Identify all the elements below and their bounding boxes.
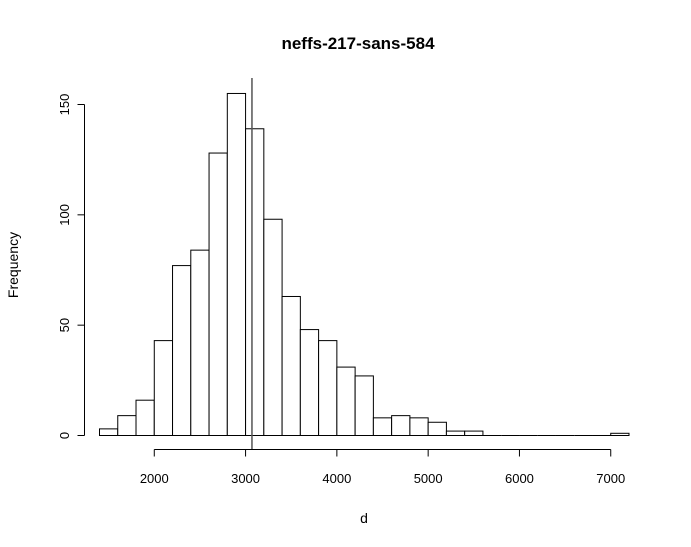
chart-title: neffs-217-sans-584: [281, 34, 435, 53]
histogram-bar: [372, 417, 393, 437]
histogram-bar: [391, 415, 411, 437]
histogram-bar: [610, 432, 630, 437]
histogram-bar: [135, 399, 155, 436]
histogram-bar: [281, 295, 301, 437]
y-axis-label: Frequency: [5, 232, 21, 298]
y-tick-label: 50: [57, 318, 72, 332]
x-tick-label: 2000: [140, 471, 169, 486]
histogram-bar: [190, 249, 210, 436]
histogram-bar: [464, 430, 484, 437]
histogram-bar: [318, 340, 338, 437]
histogram-bar: [208, 152, 228, 436]
x-axis-label: d: [360, 510, 368, 526]
histogram-bar: [263, 218, 283, 436]
x-tick-label: 5000: [414, 471, 443, 486]
x-axis: 2000 3000 4000 5000 6000 7000: [140, 449, 625, 486]
y-tick-label: 150: [57, 94, 72, 116]
histogram-bar: [354, 375, 374, 437]
bars-group: [99, 92, 630, 437]
x-tick-label: 6000: [505, 471, 534, 486]
histogram-bar: [245, 128, 265, 436]
histogram-bar: [172, 265, 192, 436]
histogram-bar: [299, 329, 320, 436]
histogram-bar: [99, 428, 119, 437]
x-tick-label: 4000: [322, 471, 351, 486]
histogram-bar: [427, 421, 447, 437]
histogram-bar: [153, 340, 174, 437]
histogram-bar: [226, 92, 247, 436]
histogram-bar: [336, 366, 356, 436]
y-tick-label: 100: [57, 204, 72, 226]
y-tick-label: 0: [57, 432, 72, 439]
y-axis: 0 50 100 150: [57, 94, 85, 439]
x-tick-label: 7000: [596, 471, 625, 486]
histogram-bar: [117, 415, 137, 437]
histogram-bar: [445, 430, 466, 437]
histogram-bar: [409, 417, 429, 437]
x-tick-label: 3000: [231, 471, 260, 486]
